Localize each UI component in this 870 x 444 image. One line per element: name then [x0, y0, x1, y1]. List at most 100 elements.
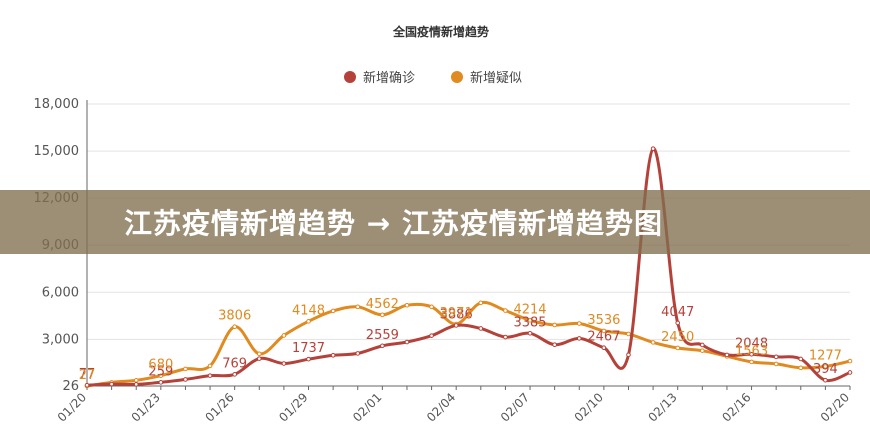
data-label-0: 4047 — [661, 305, 694, 320]
data-label-1: 3806 — [218, 309, 251, 324]
series-point-0 — [798, 356, 804, 362]
data-label-0: 77 — [79, 367, 96, 382]
series-point-1 — [429, 304, 434, 310]
series-point-1 — [773, 361, 779, 367]
title-banner: 江苏疫情新增趋势 → 江苏疫情新增趋势图 — [0, 190, 870, 254]
y-tick-label: 3,000 — [42, 332, 79, 347]
series-point-1 — [380, 312, 385, 318]
data-label-1: 4214 — [513, 302, 546, 317]
series-point-1 — [207, 363, 213, 369]
series-point-0 — [847, 370, 853, 375]
data-label-0: 2559 — [366, 328, 399, 343]
series-point-0 — [552, 342, 557, 348]
series-point-1 — [823, 364, 828, 369]
data-label-0: 769 — [222, 356, 247, 371]
data-label-0: 259 — [148, 364, 173, 379]
series-point-0 — [330, 353, 336, 358]
series-point-0 — [773, 354, 779, 360]
x-tick-label: 02/16 — [719, 390, 753, 424]
x-tick-label: 02/01 — [350, 390, 384, 424]
series-point-0 — [453, 323, 459, 328]
series-point-0 — [256, 356, 262, 361]
series-point-0 — [84, 382, 90, 388]
legend-label-0: 新增确诊 — [363, 70, 415, 86]
x-tick-label: 01/29 — [276, 390, 310, 424]
series-point-1 — [306, 319, 311, 324]
series-point-1 — [256, 351, 262, 357]
series-point-1 — [133, 377, 139, 383]
x-tick-label: 01/26 — [202, 390, 236, 424]
series-point-1 — [232, 324, 237, 329]
data-label-1: 27 — [79, 368, 96, 383]
series-point-0 — [355, 351, 361, 356]
series-point-1 — [281, 333, 287, 338]
y-tick-label: 26 — [62, 379, 79, 394]
y-tick-label: 15,000 — [34, 144, 80, 159]
series-point-1 — [675, 345, 681, 351]
series-point-0 — [133, 382, 139, 387]
data-label-0: 2048 — [735, 336, 768, 351]
data-label-0: 1737 — [292, 341, 325, 356]
x-tick-label: 02/07 — [498, 390, 532, 424]
legend-marker-0 — [344, 71, 356, 83]
series-point-0 — [232, 372, 237, 377]
x-tick-label: 02/20 — [818, 390, 852, 424]
series-point-1 — [503, 308, 508, 313]
data-labels: 77 259 769 1737 2559 3886 3385 2467 4047 2048 394 2… — [79, 297, 842, 383]
series-point-0 — [207, 373, 213, 378]
data-label-1: 4562 — [366, 297, 399, 312]
y-tick-label: 6,000 — [42, 285, 79, 300]
data-label-1: 2450 — [661, 330, 694, 345]
series-point-1 — [355, 304, 361, 310]
series-layer — [84, 146, 853, 389]
series-point-0 — [109, 381, 114, 387]
x-tick-label: 02/13 — [645, 390, 679, 424]
series-point-0 — [158, 380, 164, 385]
series-point-1 — [478, 300, 484, 306]
data-label-1: 3536 — [587, 313, 620, 328]
x-axis: 01/20 01/23 01/26 01/29 02/01 02/04 02/07 02/10… — [55, 385, 852, 425]
series-line-0 — [86, 147, 851, 387]
series-point-0 — [700, 342, 705, 348]
series-point-1 — [330, 308, 336, 314]
series-point-0 — [626, 352, 631, 358]
series-point-1 — [158, 373, 164, 379]
data-label-1: 680 — [148, 358, 173, 373]
y-tick-label: 18,000 — [34, 97, 80, 112]
series-point-0 — [380, 343, 385, 349]
series-point-0 — [576, 336, 582, 341]
legend-marker-1 — [451, 71, 463, 83]
series-point-0 — [527, 330, 533, 336]
data-label-1: 1277 — [809, 348, 842, 363]
data-label-0: 3385 — [513, 315, 546, 330]
data-label-1: 4148 — [292, 303, 325, 318]
series-point-0 — [183, 377, 188, 382]
series-point-0 — [281, 361, 287, 366]
series-point-0 — [478, 326, 484, 331]
series-point-1 — [626, 331, 631, 337]
series-point-0 — [749, 351, 754, 357]
series-point-1 — [650, 340, 656, 345]
series-point-0 — [650, 146, 656, 151]
data-label-0: 2467 — [587, 330, 620, 345]
data-label-1: 1563 — [735, 344, 768, 359]
series-point-1 — [527, 317, 533, 323]
series-point-0 — [306, 356, 311, 362]
x-tick-label: 02/04 — [424, 390, 458, 424]
series-point-0 — [675, 320, 681, 326]
series-point-1 — [798, 365, 804, 371]
series-point-1 — [749, 359, 754, 365]
series-point-1 — [404, 302, 410, 308]
series-point-0 — [823, 377, 828, 383]
series-point-1 — [601, 328, 607, 334]
chart-title: 全国疫情新增趋势 — [392, 24, 489, 39]
data-label-0: 3886 — [440, 307, 473, 322]
series-point-1 — [552, 322, 557, 328]
series-point-0 — [429, 333, 434, 338]
series-point-1 — [847, 358, 853, 364]
data-label-1: 3971 — [440, 306, 473, 321]
x-tick-label: 01/23 — [129, 390, 163, 424]
x-tick-label: 01/20 — [55, 390, 89, 424]
series-point-1 — [576, 321, 582, 326]
